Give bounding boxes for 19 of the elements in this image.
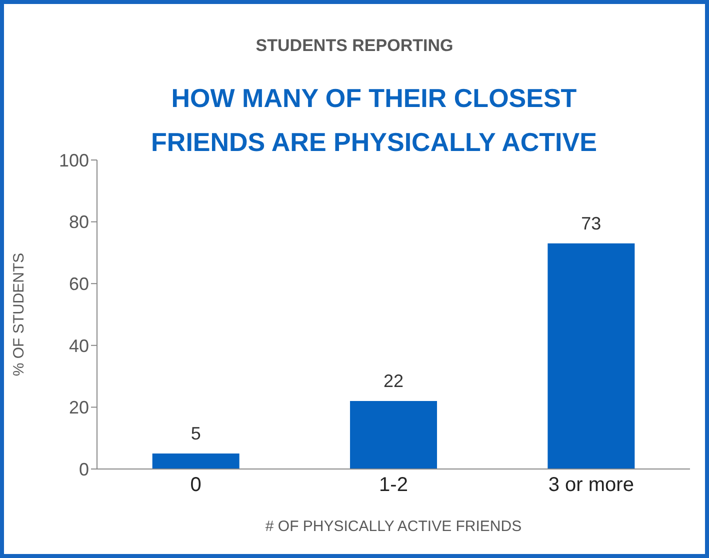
x-tick-label: 1-2 xyxy=(379,474,408,496)
data-label: 5 xyxy=(190,424,201,444)
y-tick-label: 100 xyxy=(58,150,89,170)
x-tick-label: 3 or more xyxy=(548,474,634,496)
bar xyxy=(350,401,438,469)
chart-title: HOW MANY OF THEIR CLOSEST FRIENDS ARE PHYSICALLY ACTIVE xyxy=(150,82,598,159)
chart-subtitle: STUDENTS REPORTING xyxy=(254,36,454,56)
data-label: 22 xyxy=(384,371,404,392)
x-axis-title: # OF PHYSICALLY ACTIVE FRIENDS xyxy=(265,518,522,535)
y-axis-title: % OF STUDENTS xyxy=(10,252,28,376)
y-tick-label: 80 xyxy=(68,212,89,232)
y-tick-label: 20 xyxy=(68,398,89,418)
y-tick-label: 60 xyxy=(68,274,89,294)
y-tick-label: 0 xyxy=(78,459,89,480)
bar xyxy=(548,243,635,469)
bar xyxy=(152,454,240,469)
y-tick-label: 40 xyxy=(68,336,89,356)
x-tick-label: 0 xyxy=(190,474,202,496)
data-label: 73 xyxy=(581,213,602,234)
